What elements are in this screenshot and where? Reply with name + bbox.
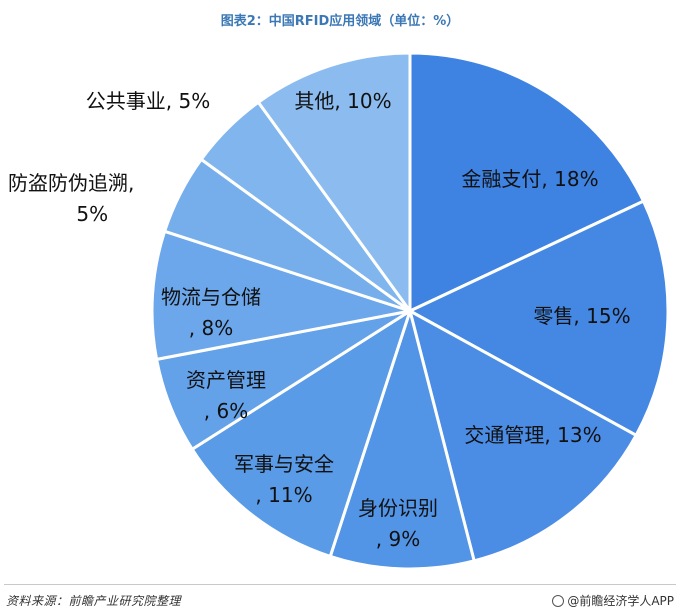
slice-label: 身份识别, 9% [358, 496, 438, 551]
pie-slice [256, 51, 412, 313]
pie-slice [408, 199, 670, 437]
slice-label: 物流与仓储, 8% [161, 285, 261, 340]
slice-label: 金融支付, 18% [461, 167, 598, 191]
pie-slice [408, 51, 645, 313]
pie-slice [408, 309, 638, 563]
slice-label: 零售, 15% [533, 304, 630, 328]
brand-text: @前瞻经济学人APP [567, 594, 674, 608]
footer: 资料来源：前瞻产业研究院整理 @前瞻经济学人APP [0, 584, 680, 615]
chart-title: 图表2：中国RFID应用领域（单位：%） [220, 14, 460, 29]
pie-slice [328, 309, 476, 571]
slice-label: 军事与安全, 11% [234, 452, 334, 507]
pie-slice [150, 229, 412, 361]
slice-label: 资产管理, 6% [186, 368, 266, 423]
footer-divider [4, 584, 676, 585]
slice-label: 交通管理, 13% [464, 423, 601, 447]
slice-label: 防盗防伪追溯, 5% [8, 171, 134, 226]
slice-labels: 金融支付, 18% 零售, 15% 交通管理, 13% 身份识别, 9% 军事与安全, … [8, 89, 631, 551]
brand-logo-icon [552, 595, 565, 607]
slice-label: 其他, 10% [294, 89, 391, 113]
pie-slices [150, 51, 670, 571]
pie-slice [190, 309, 412, 558]
slice-label: 公共事业, 5% [86, 89, 210, 113]
brand-credit: @前瞻经济学人APP [552, 592, 674, 609]
source-note: 资料来源：前瞻产业研究院整理 [6, 594, 182, 608]
pie-chart: 金融支付, 18% 零售, 15% 交通管理, 13% 身份识别, 9% 军事与安全, … [8, 51, 670, 571]
